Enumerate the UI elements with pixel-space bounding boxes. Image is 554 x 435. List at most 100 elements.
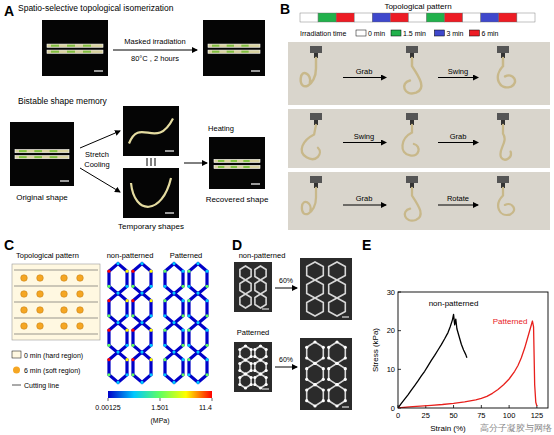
stress-spot — [187, 285, 190, 288]
stress-spot — [131, 373, 134, 376]
strip — [15, 156, 69, 159]
label: Patterned — [237, 328, 270, 337]
pattern-segment — [318, 13, 336, 22]
stress-spot — [244, 372, 247, 375]
legend-label: 6 min (soft region) — [24, 367, 80, 375]
legend-label: Cutting line — [24, 382, 59, 390]
soft-region — [37, 291, 44, 298]
stress-spot — [187, 329, 190, 332]
photo — [123, 106, 179, 156]
arrow — [275, 288, 297, 289]
equivalence-mark — [151, 158, 152, 166]
stress-spot — [250, 362, 253, 365]
label: 80°C , 2 hours — [131, 54, 179, 63]
stress-spot — [205, 285, 208, 288]
lattice-cell — [329, 280, 346, 298]
strip-segment — [212, 51, 219, 53]
lattice-cell — [255, 360, 266, 374]
photo — [288, 172, 550, 230]
strip — [402, 125, 418, 156]
lattice-cell — [307, 363, 324, 384]
label: non-patterned — [239, 251, 286, 260]
stress-spot — [313, 362, 316, 365]
stress-spot — [187, 270, 190, 273]
stress-spot — [327, 388, 330, 391]
soft-region — [37, 275, 44, 282]
scale-bar — [165, 150, 174, 151]
strip — [405, 188, 421, 221]
strip — [498, 58, 515, 87]
stress-spot — [125, 344, 128, 347]
y-tick — [398, 330, 401, 331]
action-label: Swing — [354, 132, 374, 141]
stress-spot — [163, 358, 166, 361]
stress-spot — [265, 369, 268, 372]
stress-spot — [205, 373, 208, 376]
strip — [302, 188, 316, 214]
stress-spot — [259, 358, 262, 361]
series-annotation: non-patterned — [429, 299, 479, 308]
stress-spot — [344, 356, 347, 359]
cutting-line — [14, 318, 98, 319]
stress-spot — [149, 329, 152, 332]
clamp — [310, 113, 322, 120]
clamp — [406, 113, 418, 120]
arrow — [80, 131, 120, 148]
lattice-cell — [307, 298, 324, 316]
clamp — [497, 113, 509, 120]
stress-spot — [107, 344, 110, 347]
stress-spot — [205, 270, 208, 273]
lattice-cell — [240, 280, 251, 294]
stress-spot — [181, 285, 184, 288]
stress-spot — [181, 344, 184, 347]
x-tick-label: 0 — [396, 411, 400, 420]
stress-spot — [149, 373, 152, 376]
cutting-line — [14, 334, 98, 335]
lattice-cell — [189, 323, 207, 353]
photo — [209, 137, 265, 189]
stress-spot — [335, 340, 338, 343]
arrow — [343, 142, 386, 143]
x-tick — [481, 405, 482, 408]
pattern-segment — [354, 13, 372, 22]
stress-spot — [344, 367, 347, 370]
lattice-cell — [255, 266, 266, 280]
stress-spot — [172, 292, 175, 295]
lattice-cell — [307, 342, 324, 363]
pattern-segment — [372, 13, 390, 22]
stress-spot — [196, 321, 199, 324]
stress-spot — [244, 358, 247, 361]
lattice-cell — [255, 374, 266, 388]
scale-bar — [94, 70, 103, 71]
stress-spot — [163, 299, 166, 302]
plot-frame — [398, 292, 548, 408]
stress-spot — [181, 299, 184, 302]
pattern-segment — [427, 13, 445, 22]
stress-spot — [253, 348, 256, 351]
action-label: Grab — [450, 132, 467, 141]
legend-label: 0 min — [368, 30, 385, 37]
lattice-cell — [133, 293, 151, 323]
stress-spot — [313, 383, 316, 386]
strip-segment — [243, 166, 249, 168]
arrow — [438, 77, 478, 78]
clamp — [497, 176, 509, 183]
lattice-cell — [255, 280, 266, 294]
stress-spot — [116, 381, 119, 384]
strip-segment — [218, 160, 224, 162]
pattern-segment — [390, 13, 408, 22]
stress-spot — [187, 373, 190, 376]
section-title: Bistable shape memory — [18, 96, 108, 106]
colorbar-tick — [212, 398, 213, 401]
colorbar-label: 0.00125 — [95, 404, 120, 411]
strip — [129, 119, 173, 144]
label: non-patterned — [107, 251, 154, 260]
soft-region — [21, 275, 28, 282]
stress-spot — [116, 292, 119, 295]
stress-spot — [196, 262, 199, 265]
lattice-cell — [240, 346, 251, 360]
stress-spot — [244, 344, 247, 347]
equivalence-mark — [147, 158, 148, 166]
stress-spot — [313, 383, 316, 386]
x-tick — [453, 405, 454, 408]
